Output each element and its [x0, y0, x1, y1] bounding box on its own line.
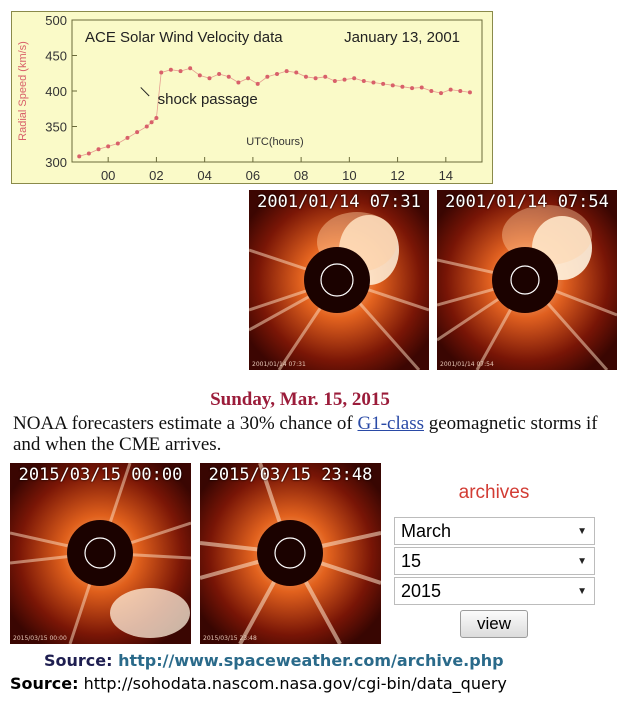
- x-tick-label: 04: [197, 168, 211, 183]
- news-paragraph: NOAA forecasters estimate a 30% chance o…: [13, 413, 625, 455]
- chevron-down-icon: ▼: [577, 526, 587, 537]
- image-timestamp: 2001/01/14 07:31: [257, 192, 421, 212]
- news-text-after: geomagnetic storms if and when the CME a…: [13, 413, 598, 455]
- archives-title: archives: [458, 482, 530, 503]
- image-small-timestamp: 2015/03/15 23:48: [203, 635, 257, 642]
- coronagraph-graphic: [10, 463, 191, 644]
- image-timestamp: 2015/03/15 23:48: [208, 465, 373, 485]
- source-label: Source:: [10, 674, 79, 693]
- image-timestamp: 2001/01/14 07:54: [445, 192, 609, 212]
- image-small-timestamp: 2015/03/15 00:00: [13, 635, 67, 642]
- y-tick-label: 450: [45, 49, 67, 64]
- x-tick-label: 06: [246, 168, 260, 183]
- data-series-line: [79, 67, 470, 157]
- view-button[interactable]: view: [460, 610, 528, 638]
- chevron-down-icon: ▼: [577, 556, 587, 567]
- source-label: Source:: [44, 651, 113, 670]
- y-axis-label: Radial Speed (km/s): [17, 41, 29, 141]
- coronagraph-image-2015-0000: 2015/03/15 00:00 2015/03/15 00:00: [10, 463, 191, 644]
- source-line-1: Source: http://www.spaceweather.com/arch…: [44, 651, 504, 670]
- image-small-timestamp: 2001/01/14 07:31: [252, 361, 306, 368]
- coronagraph-graphic: [249, 190, 429, 370]
- month-select[interactable]: March ▼: [394, 517, 595, 545]
- day-select[interactable]: 15 ▼: [394, 547, 595, 575]
- annotation-shock-passage: shock passage: [158, 91, 258, 108]
- ace-solar-wind-chart: 500 450 400 350 300 00 02 04 06 08 10 12 14 Radial Sp…: [11, 11, 493, 184]
- x-tick-label: 12: [390, 168, 404, 183]
- coronagraph-image-2001-0754: 2001/01/14 07:54 2001/01/14 07:54: [437, 190, 617, 370]
- coronagraph-graphic: [437, 190, 617, 370]
- x-tick-label: 10: [342, 168, 356, 183]
- y-tick-label: 350: [45, 120, 67, 135]
- source-url-link[interactable]: http://www.spaceweather.com/archive.php: [118, 651, 504, 670]
- coronagraph-graphic: [200, 463, 381, 644]
- y-tick-label: 400: [45, 84, 67, 99]
- x-tick-label: 08: [294, 168, 308, 183]
- year-select-value: 2015: [401, 581, 442, 601]
- news-date-heading: Sunday, Mar. 15, 2015: [210, 389, 390, 410]
- x-axis-label: UTC(hours): [246, 136, 303, 148]
- coronagraph-image-2015-2348: 2015/03/15 23:48 2015/03/15 23:48: [200, 463, 381, 644]
- image-timestamp: 2015/03/15 00:00: [18, 465, 183, 485]
- chart-date: January 13, 2001: [344, 29, 460, 46]
- g1-class-link[interactable]: G1-class: [357, 413, 424, 434]
- chevron-down-icon: ▼: [577, 586, 587, 597]
- year-select[interactable]: 2015 ▼: [394, 577, 595, 605]
- image-small-timestamp: 2001/01/14 07:54: [440, 361, 494, 368]
- y-tick-label: 300: [45, 155, 67, 170]
- y-tick-label: 500: [45, 13, 67, 28]
- x-tick-label: 02: [149, 168, 163, 183]
- coronagraph-image-2001-0731: 2001/01/14 07:31 2001/01/14 07:31: [249, 190, 429, 370]
- chart-title: ACE Solar Wind Velocity data: [85, 29, 283, 46]
- source-url-link[interactable]: http://sohodata.nascom.nasa.gov/cgi-bin/…: [83, 674, 507, 693]
- ace-chart-svg: 500 450 400 350 300 00 02 04 06 08 10 12 14 Radial Sp…: [17, 13, 483, 183]
- month-select-value: March: [401, 521, 452, 541]
- x-tick-label: 00: [101, 168, 115, 183]
- data-point: [467, 90, 472, 95]
- source-line-2: Source: http://sohodata.nascom.nasa.gov/…: [10, 674, 507, 693]
- news-text-before: NOAA forecasters estimate a 30% chance o…: [13, 413, 358, 434]
- annotation-arrow: [140, 87, 150, 97]
- day-select-value: 15: [401, 551, 422, 571]
- x-tick-label: 14: [439, 168, 453, 183]
